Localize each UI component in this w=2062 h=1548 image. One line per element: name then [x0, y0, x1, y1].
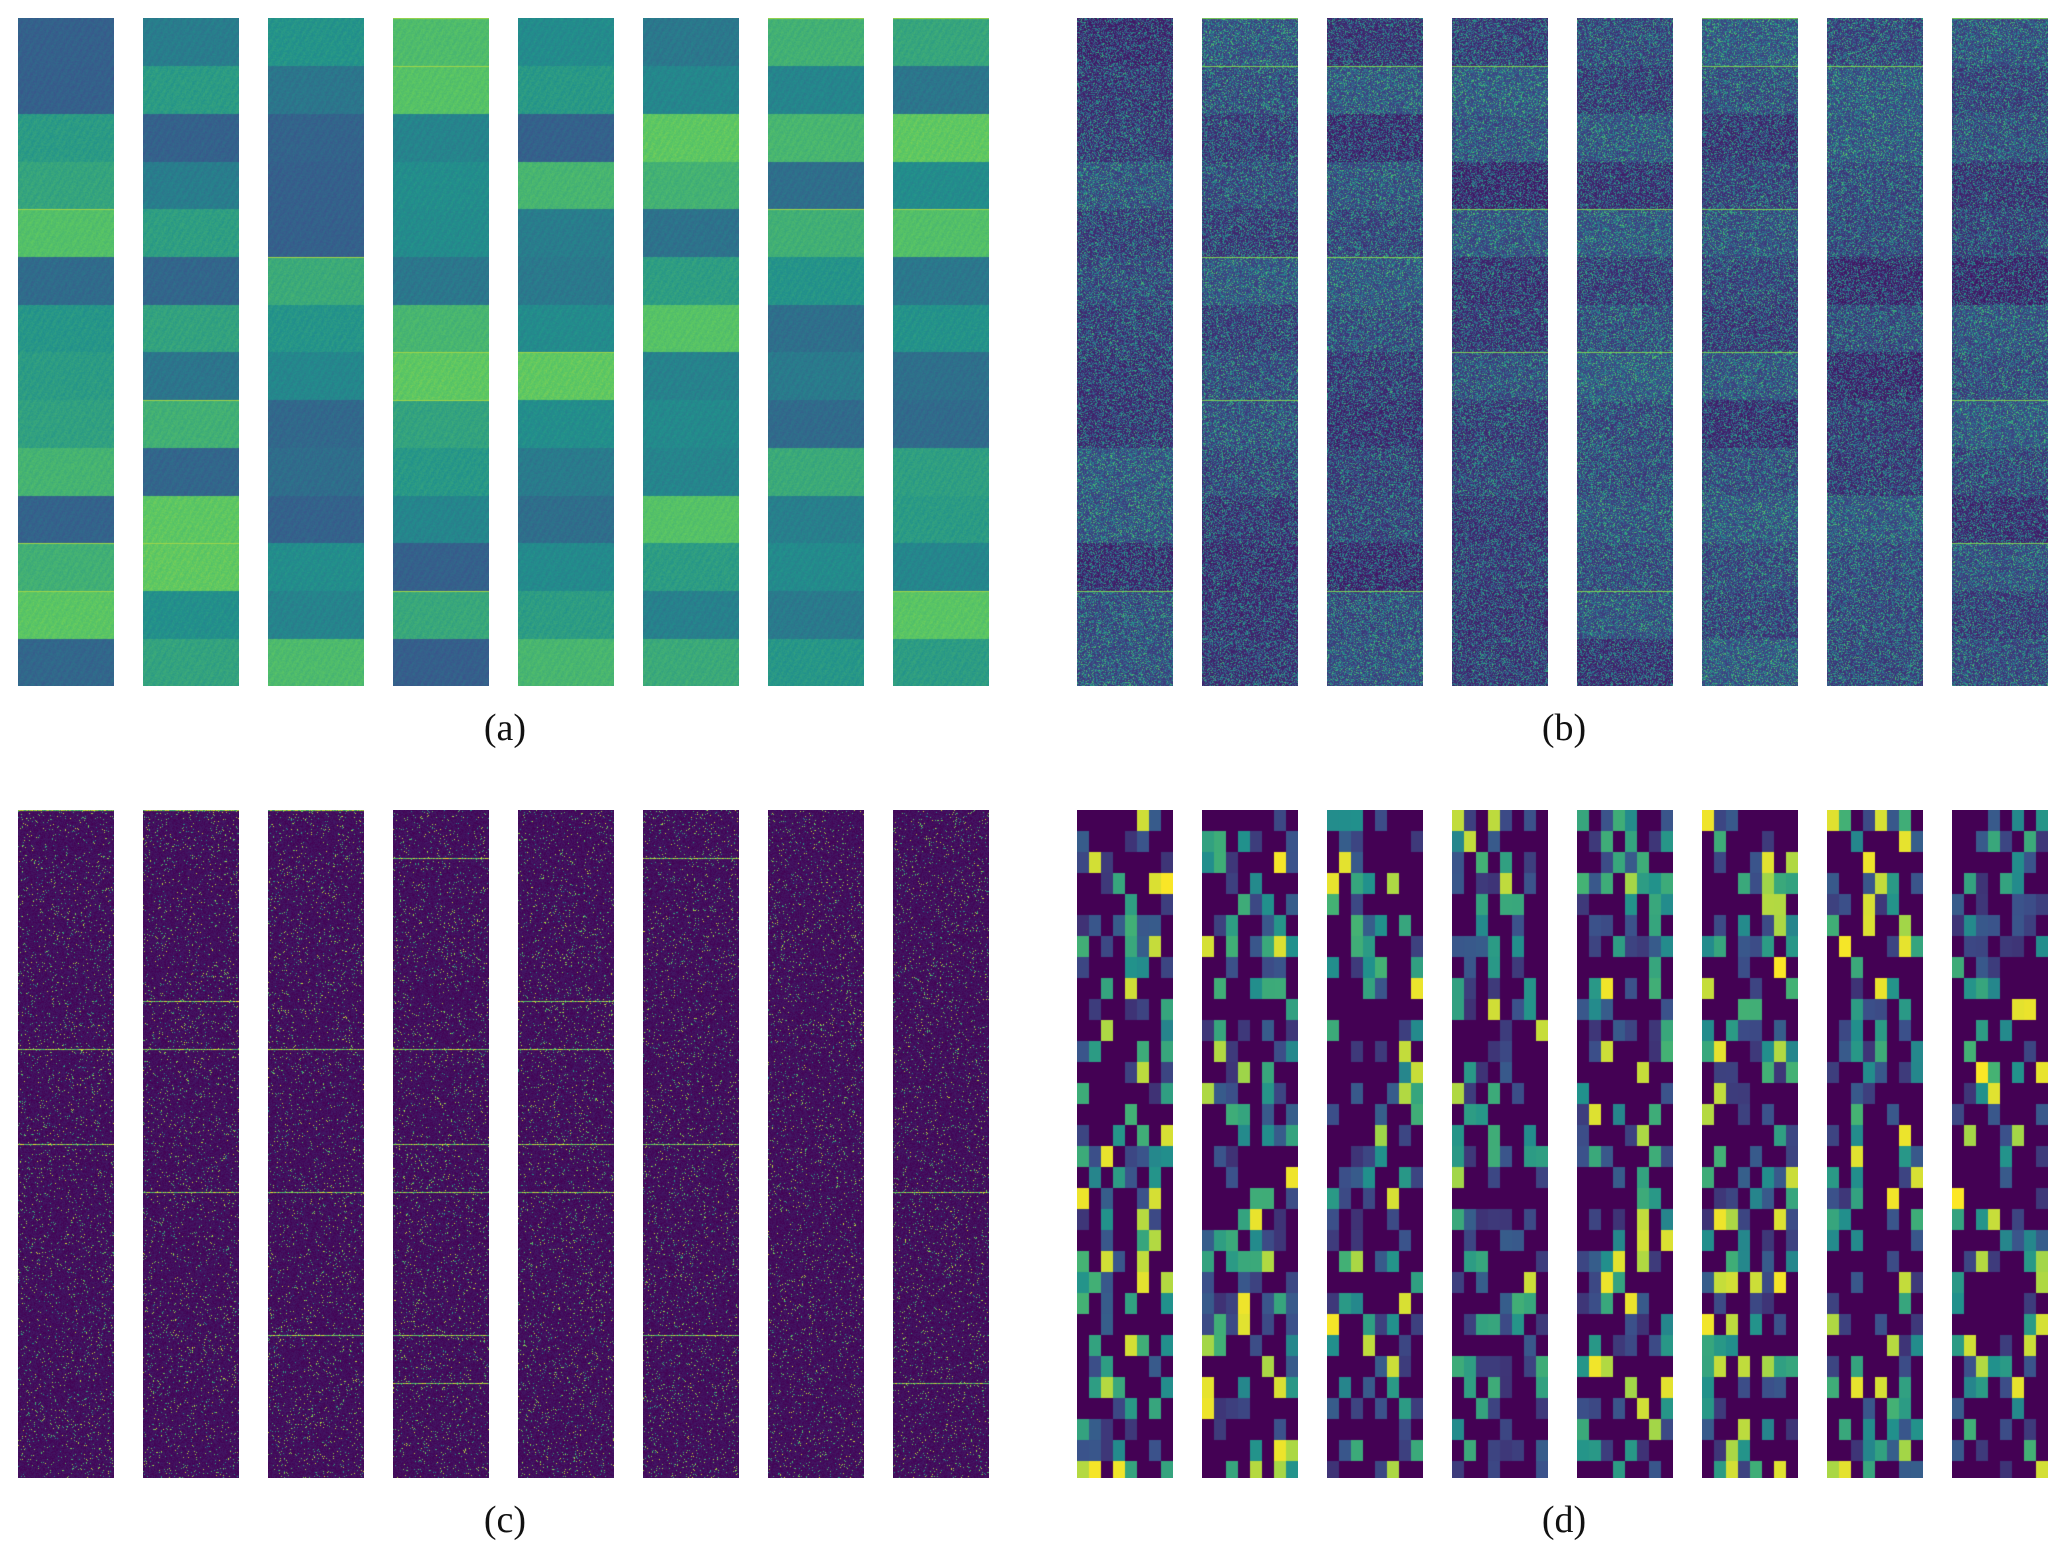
panel-a-strip-5: [518, 18, 614, 686]
panel-c-strip-2: [143, 810, 239, 1478]
panel-c-strip-7: [768, 810, 864, 1478]
panel-d-strip-2: [1202, 810, 1298, 1478]
panel-c-strip-1: [18, 810, 114, 1478]
panel-a-strip-1: [18, 18, 114, 686]
panel-d-heatmap-strips: [1077, 810, 2051, 1478]
panel-c-heatmap-strips: [18, 810, 992, 1478]
panel-a-strip-2: [143, 18, 239, 686]
panel-c-strip-8: [893, 810, 989, 1478]
panel-c-strip-3: [268, 810, 364, 1478]
panel-d-caption: (d): [1541, 1499, 1587, 1541]
panel-d-strip-3: [1327, 810, 1423, 1478]
panel-b-strip-5: [1577, 18, 1673, 686]
panel-a-strip-7: [768, 18, 864, 686]
panel-b-heatmap-strips: [1077, 18, 2051, 686]
panel-a-strip-8: [893, 18, 989, 686]
panel-c-strip-5: [518, 810, 614, 1478]
panel-b-strip-7: [1827, 18, 1923, 686]
panel-b-strip-3: [1327, 18, 1423, 686]
panel-d-strip-5: [1577, 810, 1673, 1478]
panel-c-strip-6: [643, 810, 739, 1478]
panel-b-strip-4: [1452, 18, 1548, 686]
panel-a-strip-3: [268, 18, 364, 686]
panel-b-caption: (b): [1541, 707, 1587, 749]
panel-d-strip-4: [1452, 810, 1548, 1478]
panel-a-heatmap-strips: [18, 18, 992, 686]
panel-d-strip-7: [1827, 810, 1923, 1478]
panel-d-strip-6: [1702, 810, 1798, 1478]
panel-c-strip-4: [393, 810, 489, 1478]
panel-b-strip-8: [1952, 18, 2048, 686]
panel-a-strip-4: [393, 18, 489, 686]
panel-b-strip-6: [1702, 18, 1798, 686]
panel-d-strip-1: [1077, 810, 1173, 1478]
panel-c-caption: (c): [483, 1499, 527, 1541]
panel-a-caption: (a): [483, 707, 527, 749]
panel-a-strip-6: [643, 18, 739, 686]
panel-b-strip-2: [1202, 18, 1298, 686]
panel-d-strip-8: [1952, 810, 2048, 1478]
panel-b-strip-1: [1077, 18, 1173, 686]
